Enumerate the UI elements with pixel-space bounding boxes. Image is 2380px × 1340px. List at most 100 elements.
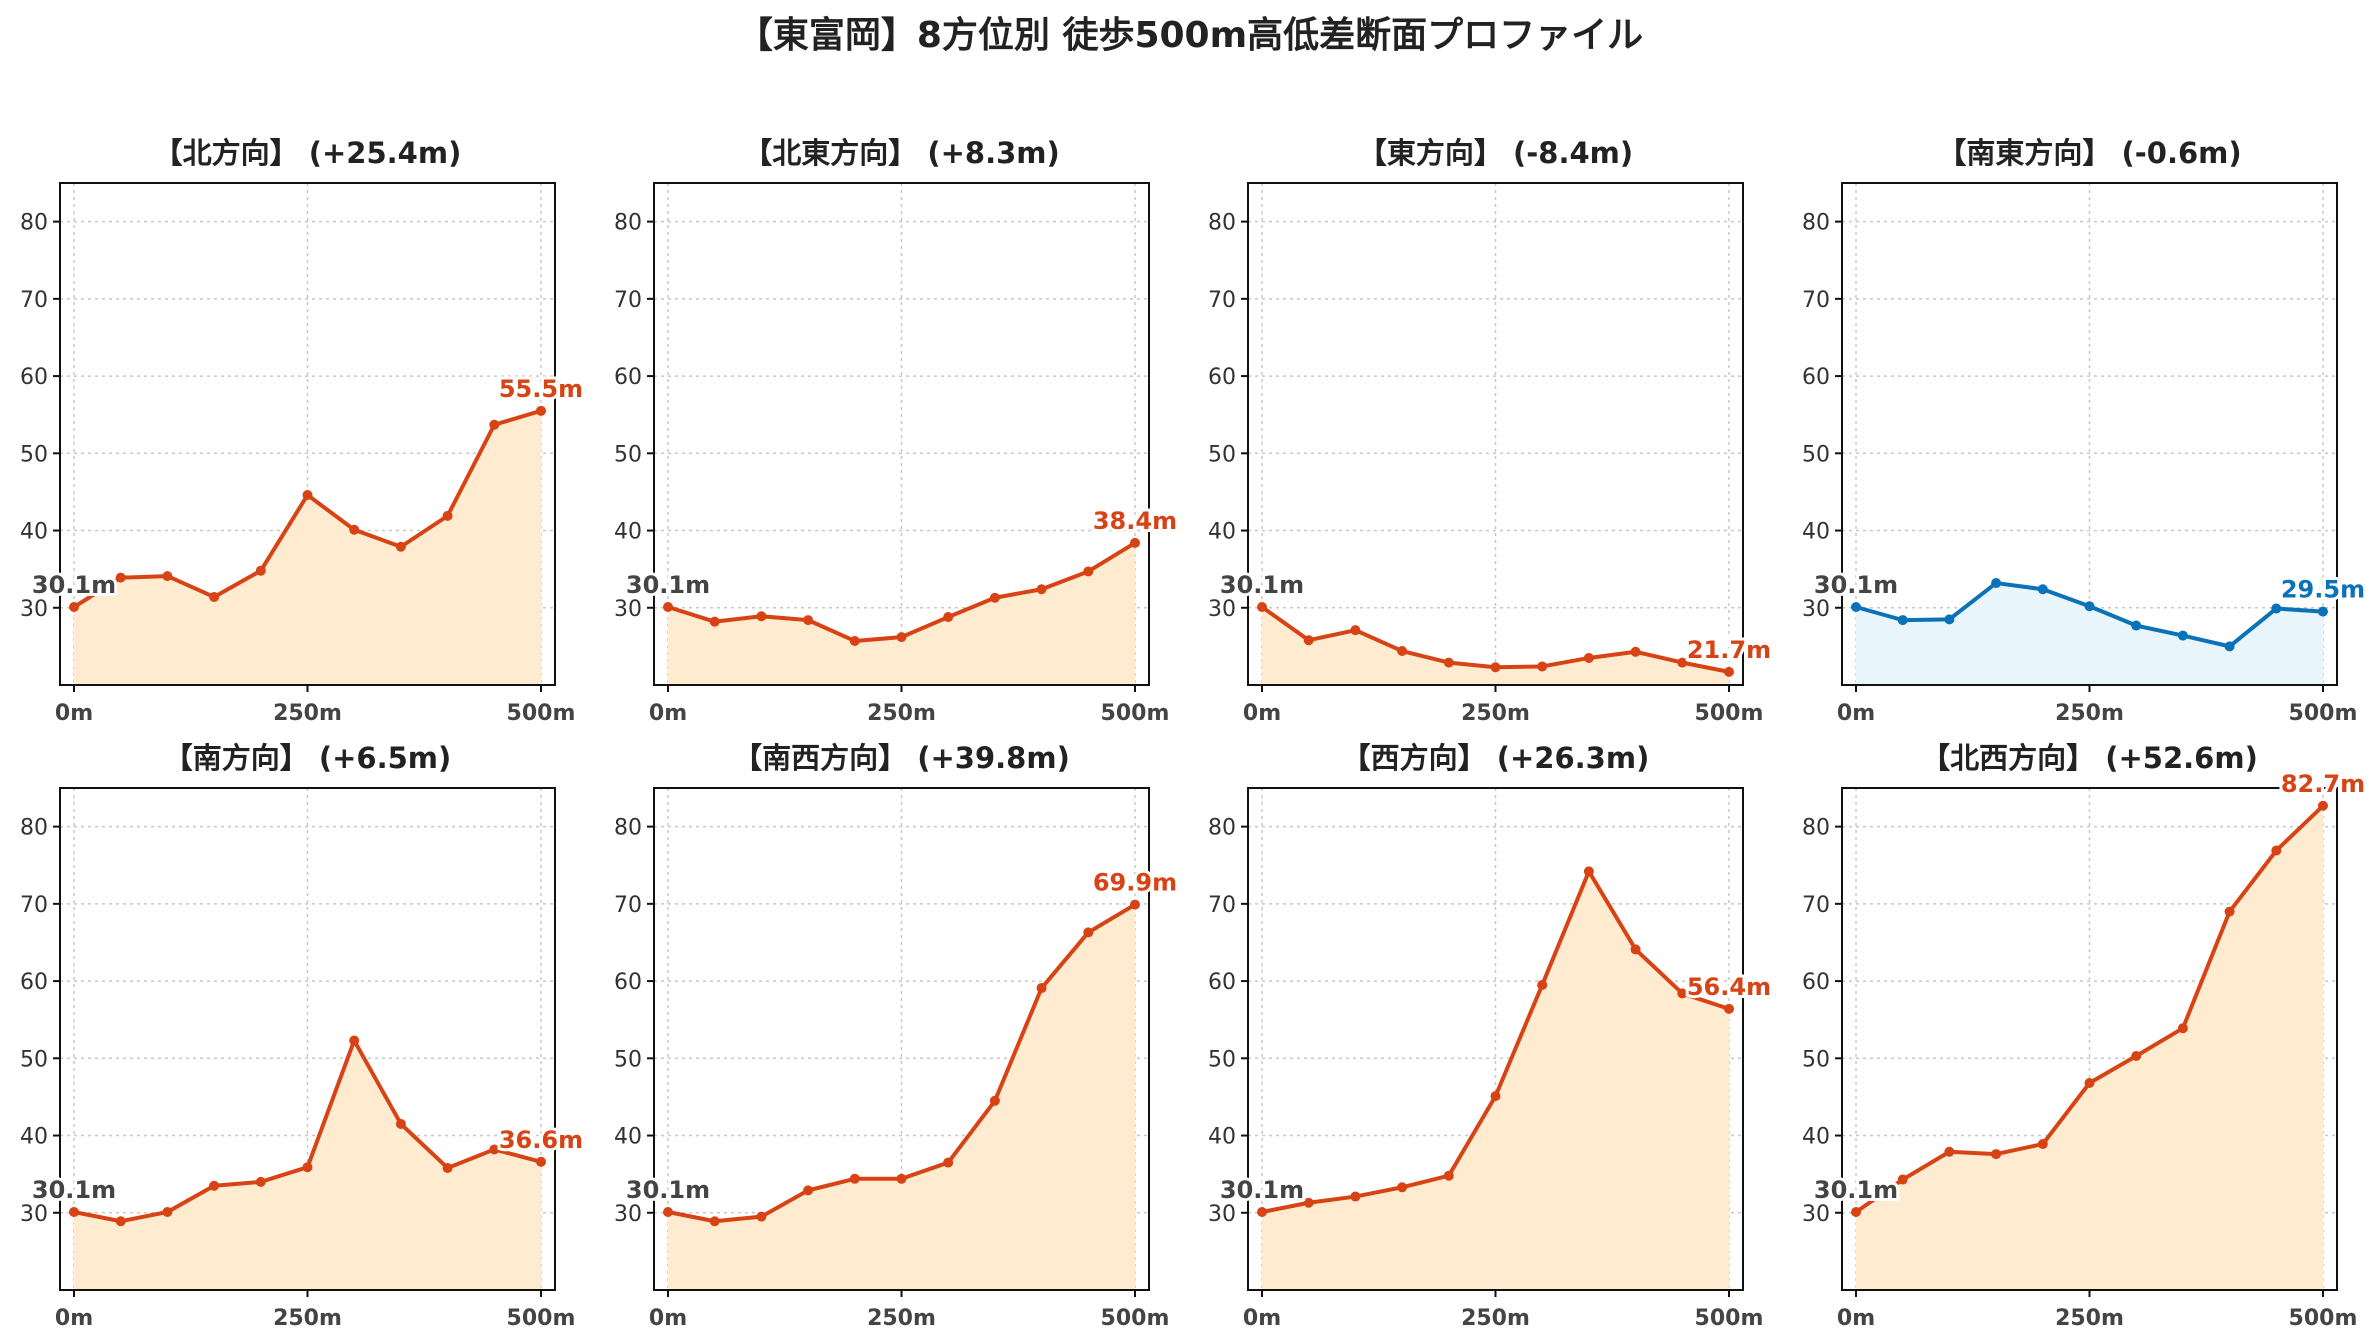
panel-title: 【南東方向】 (-0.6m) — [1937, 136, 2241, 170]
y-tick-label: 30 — [1208, 1202, 1236, 1227]
series-area — [1856, 583, 2323, 685]
data-point — [1944, 1146, 1955, 1157]
start-value-label: 30.1m — [1220, 1176, 1304, 1204]
panel-title: 【北西方向】 (+52.6m) — [1921, 741, 2258, 775]
start-value-label: 30.1m — [626, 571, 710, 599]
data-point — [2224, 641, 2235, 652]
y-tick-label: 60 — [1802, 970, 1830, 995]
data-point — [1897, 615, 1908, 626]
data-point — [1944, 614, 1955, 625]
x-tick-label: 0m — [1243, 1306, 1281, 1331]
series-area — [74, 410, 541, 685]
chart-panel: 【東方向】 (-8.4m) 30 40 50 60 70 80 0m 250m 500m 30.1m… — [1208, 136, 1774, 726]
data-point — [1350, 1191, 1361, 1202]
end-value-label: 56.4m — [1687, 973, 1771, 1001]
y-tick-label: 50 — [614, 1047, 642, 1072]
y-tick-label: 50 — [614, 442, 642, 467]
x-tick-label: 0m — [55, 701, 93, 726]
x-tick-label: 250m — [867, 1306, 936, 1331]
data-point — [1723, 666, 1734, 677]
data-point — [1083, 927, 1094, 938]
data-point — [989, 1095, 1000, 1106]
y-tick-label: 60 — [1208, 970, 1236, 995]
data-point — [1350, 625, 1361, 636]
y-tick-label: 40 — [20, 520, 48, 545]
data-point — [1443, 1170, 1454, 1181]
data-point — [1677, 657, 1688, 668]
y-tick-label: 70 — [20, 893, 48, 918]
y-tick-label: 80 — [1208, 211, 1236, 236]
y-tick-label: 30 — [20, 1202, 48, 1227]
data-point — [1630, 646, 1641, 657]
series-area — [74, 1040, 541, 1290]
y-tick-label: 80 — [20, 816, 48, 841]
y-tick-label: 40 — [614, 1125, 642, 1150]
data-point — [442, 510, 453, 521]
y-tick-label: 70 — [1208, 893, 1236, 918]
data-point — [2084, 1078, 2095, 1089]
data-point — [756, 1211, 767, 1222]
y-tick-label: 60 — [1802, 365, 1830, 390]
data-point — [535, 1156, 546, 1167]
chart-panel: 【南方向】 (+6.5m) 30 40 50 60 70 80 0m 250m 500m 30.1m… — [20, 741, 586, 1331]
data-point — [255, 565, 266, 576]
data-point — [69, 1206, 80, 1217]
data-point — [1490, 1091, 1501, 1102]
y-tick-label: 80 — [1802, 816, 1830, 841]
y-tick-label: 50 — [1802, 442, 1830, 467]
y-tick-label: 70 — [1802, 288, 1830, 313]
data-point — [2317, 606, 2328, 617]
data-point — [943, 1157, 954, 1168]
data-point — [395, 1118, 406, 1129]
end-value-label: 38.4m — [1093, 507, 1177, 535]
data-point — [349, 524, 360, 535]
y-tick-label: 80 — [1802, 211, 1830, 236]
y-tick-label: 70 — [614, 893, 642, 918]
y-tick-label: 30 — [1802, 597, 1830, 622]
y-tick-label: 60 — [614, 970, 642, 995]
y-tick-label: 70 — [1208, 288, 1236, 313]
x-tick-label: 250m — [2055, 1306, 2124, 1331]
data-point — [803, 615, 814, 626]
x-tick-label: 250m — [273, 1306, 342, 1331]
data-point — [1129, 899, 1140, 910]
data-point — [255, 1176, 266, 1187]
data-point — [896, 1173, 907, 1184]
panel-title: 【南西方向】 (+39.8m) — [733, 741, 1070, 775]
chart-panel: 【北西方向】 (+52.6m) 30 40 50 60 70 80 0m 250m 500m 30.… — [1802, 741, 2368, 1331]
panel-title: 【東方向】 (-8.4m) — [1358, 136, 1633, 170]
data-point — [2131, 620, 2142, 631]
x-tick-label: 500m — [1101, 701, 1170, 726]
data-point — [2224, 906, 2235, 917]
y-tick-label: 60 — [20, 970, 48, 995]
data-point — [1490, 662, 1501, 673]
chart-panel: 【北方向】 (+25.4m) 30 40 50 60 70 80 0m 250m 500m 30.1… — [20, 136, 586, 726]
data-point — [1397, 1182, 1408, 1193]
x-tick-label: 250m — [1461, 1306, 1530, 1331]
data-point — [709, 616, 720, 627]
y-tick-label: 70 — [614, 288, 642, 313]
data-point — [1257, 601, 1268, 612]
data-point — [1583, 866, 1594, 877]
y-tick-label: 40 — [1208, 1125, 1236, 1150]
x-tick-label: 500m — [507, 701, 576, 726]
y-tick-label: 50 — [1208, 1047, 1236, 1072]
series-area — [1262, 871, 1729, 1290]
x-tick-label: 0m — [55, 1306, 93, 1331]
data-point — [302, 1162, 313, 1173]
y-tick-label: 30 — [1802, 1202, 1830, 1227]
end-value-label: 69.9m — [1093, 869, 1177, 897]
start-value-label: 30.1m — [1814, 1176, 1898, 1204]
data-point — [989, 592, 1000, 603]
data-point — [803, 1185, 814, 1196]
x-tick-label: 500m — [2289, 1306, 2358, 1331]
data-point — [849, 635, 860, 646]
data-point — [2037, 1139, 2048, 1150]
y-tick-label: 50 — [20, 442, 48, 467]
start-value-label: 30.1m — [626, 1176, 710, 1204]
y-tick-label: 50 — [1208, 442, 1236, 467]
data-point — [1083, 566, 1094, 577]
data-point — [2317, 800, 2328, 811]
data-point — [1897, 1174, 1908, 1185]
